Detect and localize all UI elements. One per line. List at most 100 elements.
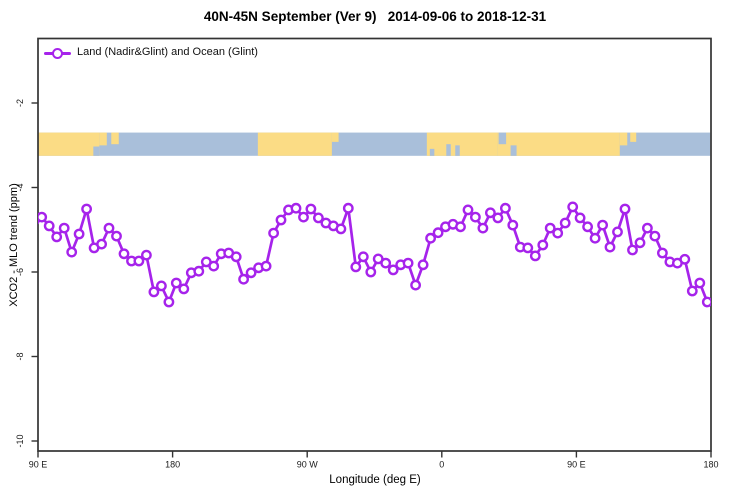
data-point-marker	[694, 277, 706, 289]
data-point-marker	[499, 202, 511, 214]
data-point-marker	[492, 212, 504, 224]
data-point-marker	[567, 201, 579, 213]
data-point-marker	[245, 267, 257, 279]
map-strip-land-segment	[630, 132, 637, 142]
y-tick-label: -8	[15, 352, 25, 360]
data-point-marker	[589, 232, 601, 244]
map-strip-land-segment	[38, 132, 100, 156]
y-axis-label: XCO2 - MLO trend (ppm)	[8, 183, 20, 307]
legend-sample-marker-icon	[52, 48, 63, 59]
data-point-marker	[402, 257, 414, 269]
data-point-marker	[155, 280, 167, 292]
data-point-marker	[298, 211, 309, 223]
data-point-marker	[432, 227, 444, 239]
data-point-marker	[178, 283, 190, 295]
map-strip-land-segment	[99, 132, 107, 146]
x-tick-label: 180	[165, 460, 180, 470]
data-point-marker	[163, 296, 175, 308]
data-point-marker	[679, 253, 691, 265]
data-point-marker	[365, 266, 377, 278]
data-point-marker	[380, 257, 392, 269]
data-point-marker	[170, 277, 182, 289]
x-tick-label: 180	[703, 460, 718, 470]
map-strip-ocean-patch	[429, 148, 435, 156]
data-point-marker	[657, 247, 668, 259]
data-point-marker	[455, 221, 466, 233]
data-point-marker	[260, 260, 272, 272]
map-strip-land-segment	[619, 132, 628, 146]
map-strip-ocean-patch	[455, 145, 460, 156]
map-strip-land-segment	[426, 132, 498, 156]
data-point-marker	[43, 220, 55, 232]
data-point-marker	[81, 203, 93, 215]
x-tick-label: 90 E	[29, 460, 48, 470]
data-point-marker	[574, 212, 586, 224]
legend-label: Land (Nadir&Glint) and Ocean (Glint)	[77, 46, 258, 58]
data-point-marker	[582, 221, 593, 233]
data-point-marker	[417, 259, 429, 271]
data-point-marker	[604, 241, 616, 253]
map-strip-land-segment	[111, 132, 119, 145]
data-point-marker	[462, 204, 474, 216]
data-point-marker	[469, 211, 481, 223]
map-strip-ocean-patch	[93, 146, 100, 156]
data-point-marker	[268, 227, 279, 239]
data-point-marker	[275, 214, 287, 226]
data-point-marker	[140, 249, 152, 261]
data-point-marker	[425, 232, 436, 244]
data-point-marker	[619, 203, 631, 215]
data-point-marker	[612, 226, 623, 238]
data-point-marker	[634, 237, 646, 249]
data-point-marker	[208, 260, 220, 272]
y-tick-label: -10	[15, 434, 25, 447]
map-strip-ocean-patch	[510, 145, 517, 156]
data-point-marker	[58, 222, 70, 234]
data-point-marker	[51, 231, 63, 243]
x-tick-label: 0	[439, 460, 444, 470]
data-point-marker	[73, 228, 85, 240]
chart-title: 40N-45N September (Ver 9) 2014-09-06 to …	[203, 9, 547, 24]
data-point-marker	[193, 265, 205, 277]
data-point-marker	[649, 230, 661, 242]
map-strip-ocean-patch	[446, 144, 451, 156]
data-point-marker	[335, 223, 347, 235]
x-tick-label: 90 E	[567, 460, 586, 470]
map-strip-land-segment	[497, 132, 620, 156]
data-point-marker	[305, 203, 317, 215]
map-strip-land-segment	[331, 132, 339, 142]
data-point-marker	[529, 250, 541, 262]
y-tick-label: -4	[15, 183, 25, 191]
data-point-marker	[686, 285, 698, 297]
data-point-marker	[410, 279, 421, 291]
data-point-marker	[507, 219, 519, 231]
data-point-marker	[38, 211, 48, 223]
y-tick-label: -6	[15, 268, 25, 276]
data-point-marker	[96, 238, 108, 250]
data-point-marker	[238, 273, 250, 285]
x-tick-label: 90 W	[297, 460, 319, 470]
data-point-marker	[597, 219, 608, 231]
data-point-marker	[559, 217, 571, 229]
y-tick-label: -2	[15, 99, 25, 107]
data-point-marker	[484, 207, 496, 219]
data-point-marker	[537, 239, 549, 251]
data-point-marker	[701, 296, 711, 308]
map-strip-ocean-patch	[498, 132, 507, 145]
x-axis-label: Longitude (deg E)	[329, 474, 421, 486]
data-point-marker	[118, 248, 130, 260]
data-point-marker	[230, 251, 242, 263]
data-point-marker	[133, 255, 145, 267]
data-point-marker	[477, 222, 489, 234]
data-point-marker	[627, 244, 638, 256]
series-land-ocean	[38, 201, 711, 308]
data-point-marker	[66, 246, 78, 258]
data-point-marker	[312, 212, 324, 224]
data-point-marker	[552, 227, 564, 239]
data-point-marker	[642, 222, 653, 234]
plot-border	[37, 37, 712, 452]
data-point-marker	[387, 264, 399, 276]
map-strip-land-segment	[257, 132, 332, 156]
data-point-marker	[522, 242, 534, 254]
